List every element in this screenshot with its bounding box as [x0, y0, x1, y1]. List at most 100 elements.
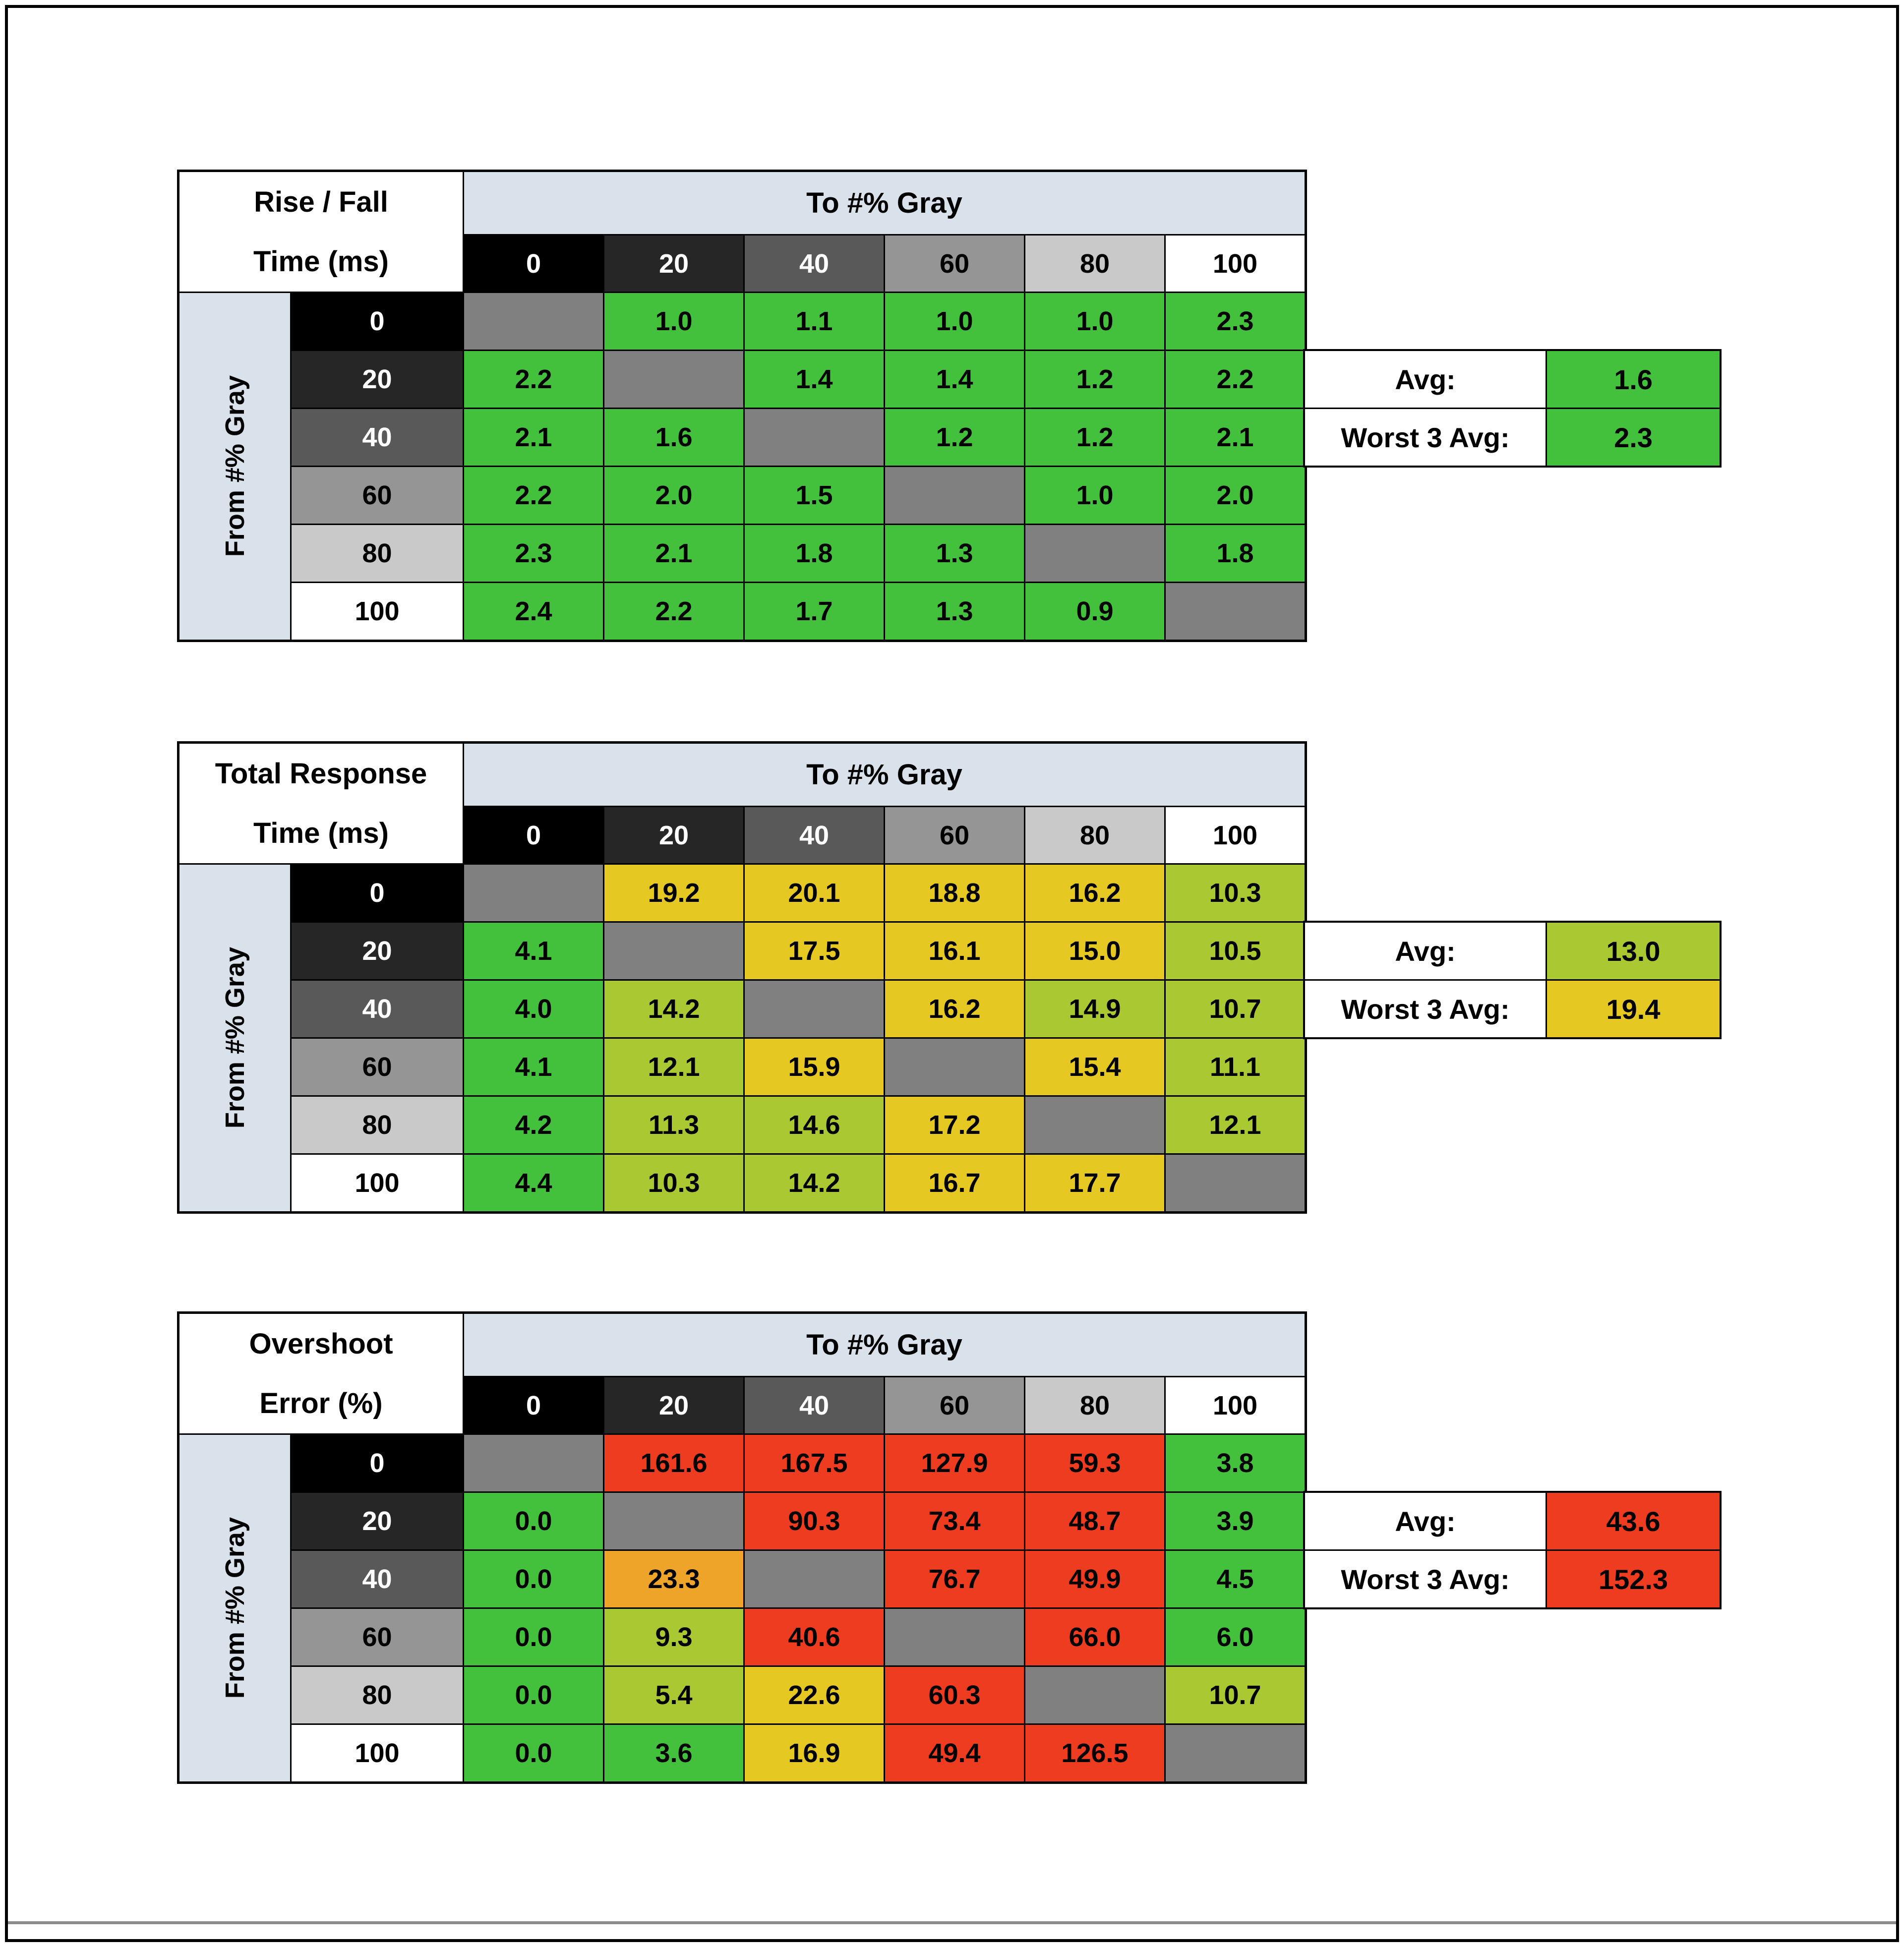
col-axis-label: To #% Gray	[464, 1314, 1305, 1376]
matrix-cell	[885, 1609, 1024, 1665]
matrix-cell: 66.0	[1025, 1609, 1164, 1665]
matrix-cell: 2.1	[604, 525, 743, 582]
row-axis-label-text: From #% Gray	[220, 1517, 250, 1699]
matrix-cell: 16.2	[1025, 865, 1164, 921]
avg-label: Avg:	[1305, 923, 1546, 979]
summary-overshoot-error: Avg: 43.6 Worst 3 Avg: 152.3	[1303, 1491, 1722, 1609]
matrix-cell: 2.2	[1166, 351, 1305, 408]
matrix-cell: 1.7	[745, 583, 884, 640]
heatmap-total-response-time: Total Response Time (ms) To #% Gray 0 20 40 60…	[177, 741, 1307, 1214]
matrix-cell: 12.1	[604, 1039, 743, 1095]
matrix-cell	[604, 1493, 743, 1549]
table-title: Rise / Fall Time (ms)	[179, 172, 463, 292]
matrix-cell: 10.7	[1166, 1667, 1305, 1723]
row-header: 40	[292, 409, 463, 466]
row-header: 80	[292, 1097, 463, 1153]
matrix-cell: 1.3	[885, 583, 1024, 640]
matrix-cell: 2.1	[1166, 409, 1305, 466]
table-title-line: Time (ms)	[253, 817, 389, 850]
matrix-cell: 15.4	[1025, 1039, 1164, 1095]
matrix-cell: 126.5	[1025, 1725, 1164, 1781]
matrix-cell: 10.3	[604, 1155, 743, 1211]
matrix-cell: 73.4	[885, 1493, 1024, 1549]
page-frame	[5, 5, 1899, 1942]
matrix-cell: 3.8	[1166, 1435, 1305, 1491]
matrix-cell: 1.0	[1025, 293, 1164, 350]
matrix-cell: 19.2	[604, 865, 743, 921]
col-header: 0	[464, 807, 603, 863]
matrix-cell: 11.1	[1166, 1039, 1305, 1095]
col-axis-label: To #% Gray	[464, 744, 1305, 806]
matrix-cell: 17.5	[745, 923, 884, 979]
row-header: 40	[292, 981, 463, 1037]
matrix-cell: 16.9	[745, 1725, 884, 1781]
matrix-cell: 1.8	[745, 525, 884, 582]
row-axis-label: From #% Gray	[179, 865, 290, 1211]
matrix-cell: 40.6	[745, 1609, 884, 1665]
matrix-cell: 167.5	[745, 1435, 884, 1491]
matrix-cell: 0.0	[464, 1551, 603, 1607]
avg-value: 43.6	[1547, 1493, 1720, 1549]
table-title: Overshoot Error (%)	[179, 1314, 463, 1433]
avg-value: 13.0	[1547, 923, 1720, 979]
summary-rise-fall-time: Avg: 1.6 Worst 3 Avg: 2.3	[1303, 349, 1722, 468]
col-header: 100	[1166, 807, 1305, 863]
row-header: 40	[292, 1551, 463, 1607]
matrix-cell	[745, 409, 884, 466]
matrix-cell: 48.7	[1025, 1493, 1164, 1549]
matrix-cell	[1166, 1155, 1305, 1211]
matrix-cell: 15.0	[1025, 923, 1164, 979]
matrix-cell: 1.3	[885, 525, 1024, 582]
matrix-cell: 4.2	[464, 1097, 603, 1153]
matrix-cell: 14.2	[745, 1155, 884, 1211]
worst3-label: Worst 3 Avg:	[1305, 1551, 1546, 1607]
matrix-cell: 14.9	[1025, 981, 1164, 1037]
worst3-label: Worst 3 Avg:	[1305, 981, 1546, 1037]
row-header: 60	[292, 467, 463, 524]
col-header: 20	[604, 236, 743, 292]
matrix-cell: 16.1	[885, 923, 1024, 979]
table-title-line: Overshoot	[249, 1327, 393, 1360]
matrix-cell: 12.1	[1166, 1097, 1305, 1153]
matrix-cell: 2.2	[604, 583, 743, 640]
matrix-cell: 10.3	[1166, 865, 1305, 921]
matrix-cell: 4.0	[464, 981, 603, 1037]
col-header: 0	[464, 1377, 603, 1433]
row-header: 20	[292, 351, 463, 408]
matrix-cell: 1.1	[745, 293, 884, 350]
matrix-cell: 17.7	[1025, 1155, 1164, 1211]
row-header: 100	[292, 583, 463, 640]
matrix-cell	[604, 923, 743, 979]
matrix-cell: 1.6	[604, 409, 743, 466]
table-title: Total Response Time (ms)	[179, 744, 463, 863]
matrix-cell	[1166, 583, 1305, 640]
row-header: 100	[292, 1155, 463, 1211]
matrix-cell: 2.3	[464, 525, 603, 582]
row-header: 0	[292, 865, 463, 921]
matrix-cell: 18.8	[885, 865, 1024, 921]
matrix-cell: 23.3	[604, 1551, 743, 1607]
matrix-cell: 90.3	[745, 1493, 884, 1549]
matrix-cell: 10.5	[1166, 923, 1305, 979]
matrix-cell: 2.2	[464, 351, 603, 408]
matrix-cell: 2.1	[464, 409, 603, 466]
worst3-value: 2.3	[1547, 409, 1720, 466]
matrix-cell	[1166, 1725, 1305, 1781]
matrix-cell: 1.4	[885, 351, 1024, 408]
matrix-cell: 3.6	[604, 1725, 743, 1781]
matrix-cell: 2.0	[604, 467, 743, 524]
col-header: 80	[1025, 1377, 1164, 1433]
heatmap-rise-fall-time: Rise / Fall Time (ms) To #% Gray 0 20 40 60 80 1…	[177, 170, 1307, 642]
col-header: 60	[885, 807, 1024, 863]
col-header: 0	[464, 236, 603, 292]
row-axis-label: From #% Gray	[179, 1435, 290, 1781]
row-header: 0	[292, 1435, 463, 1491]
table-title-line: Error (%)	[259, 1387, 383, 1420]
row-header: 0	[292, 293, 463, 350]
worst3-value: 152.3	[1547, 1551, 1720, 1607]
matrix-cell: 16.2	[885, 981, 1024, 1037]
table-title-line: Time (ms)	[253, 245, 389, 278]
matrix-cell	[1025, 1667, 1164, 1723]
col-header: 40	[745, 1377, 884, 1433]
matrix-cell: 15.9	[745, 1039, 884, 1095]
